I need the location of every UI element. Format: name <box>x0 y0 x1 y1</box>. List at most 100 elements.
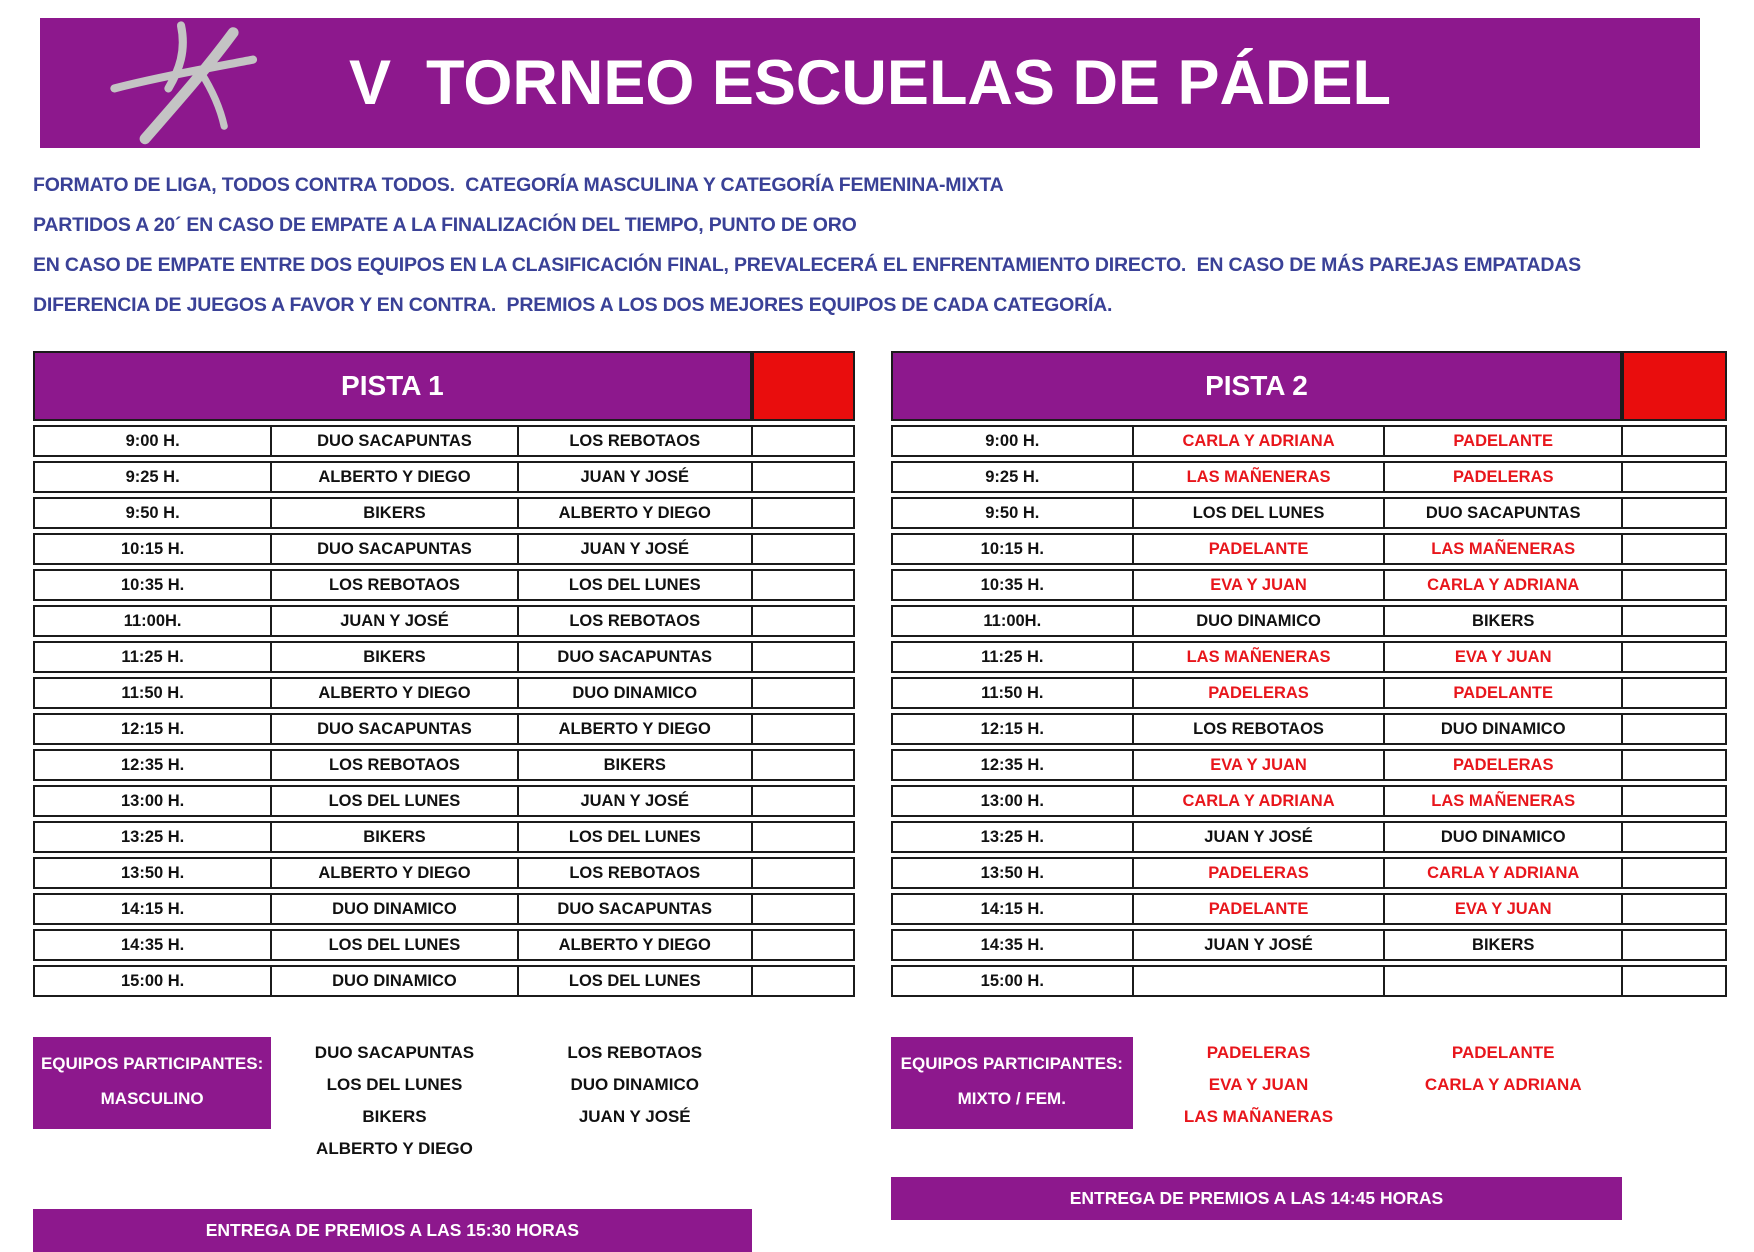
away-team-cell: BIKERS <box>1384 929 1623 961</box>
away-team-cell: LAS MAÑENERAS <box>1384 785 1623 817</box>
home-team-cell: BIKERS <box>271 821 518 853</box>
schedule-row: 14:35 H. LOS DEL LUNES ALBERTO Y DIEGO <box>33 929 855 961</box>
home-team-cell: BIKERS <box>271 497 518 529</box>
away-team-cell: ALBERTO Y DIEGO <box>517 713 752 745</box>
away-team-cell: CARLA Y ADRIANA <box>1384 569 1623 601</box>
schedule-row: 9:50 H. BIKERS ALBERTO Y DIEGO <box>33 497 855 529</box>
home-team-cell <box>1133 965 1385 997</box>
time-cell: 13:25 H. <box>33 821 272 853</box>
empty-cell <box>1622 857 1727 889</box>
schedule-row: 11:25 H. BIKERS DUO SACAPUNTAS <box>33 641 855 673</box>
home-team-cell: JUAN Y JOSÉ <box>271 605 518 637</box>
home-team-cell: DUO DINAMICO <box>1133 605 1385 637</box>
home-team-cell: PADELERAS <box>1133 857 1385 889</box>
participant-team: EVA Y JUAN <box>1208 1075 1309 1094</box>
home-team-cell: JUAN Y JOSÉ <box>1133 821 1385 853</box>
schedule-row: 11:25 H. LAS MAÑENERAS EVA Y JUAN <box>890 641 1727 673</box>
time-cell: 12:15 H. <box>890 713 1134 745</box>
court-section-pista2: PISTA 2 9:00 H. CARLA Y ADRIANA PADELANTE 9… <box>890 347 1728 1252</box>
time-cell: 11:25 H. <box>890 641 1134 673</box>
empty-cell <box>751 677 855 709</box>
participant-team: LOS DEL LUNES <box>326 1075 463 1094</box>
empty-cell <box>1622 929 1727 961</box>
home-team-cell: EVA Y JUAN <box>1133 569 1385 601</box>
schedule-row: 9:25 H. LAS MAÑENERAS PADELERAS <box>890 461 1727 493</box>
away-team-cell: CARLA Y ADRIANA <box>1384 857 1623 889</box>
empty-cell <box>1622 713 1727 745</box>
time-cell: 15:00 H. <box>890 965 1134 997</box>
away-team-cell: PADELANTE <box>1384 425 1623 457</box>
time-cell: 13:00 H. <box>33 785 272 817</box>
time-cell: 9:00 H. <box>33 425 272 457</box>
courts-area: PISTA 1 9:00 H. DUO SACAPUNTAS LOS REBOTAO… <box>33 347 1727 1252</box>
schedule-row: 10:15 H. PADELANTE LAS MAÑENERAS <box>890 533 1727 565</box>
schedule-row: 13:50 H. ALBERTO Y DIEGO LOS REBOTAOS <box>33 857 855 889</box>
home-team-cell: DUO SACAPUNTAS <box>271 713 518 745</box>
schedule-row: 9:25 H. ALBERTO Y DIEGO JUAN Y JOSÉ <box>33 461 855 493</box>
participants-column-2: PADELANTE CARLA Y ADRIANA <box>1384 1037 1622 1101</box>
empty-cell <box>1622 605 1727 637</box>
schedule-header-row: PISTA 1 <box>33 351 855 421</box>
away-team-cell: DUO SACAPUNTAS <box>517 893 752 925</box>
participants-column-2: LOS REBOTAOS DUO DINAMICO JUAN Y JOSÉ <box>518 1037 752 1133</box>
empty-cell <box>751 821 855 853</box>
participant-team: DUO SACAPUNTAS <box>314 1043 475 1062</box>
participant-team: BIKERS <box>362 1107 427 1126</box>
home-team-cell: ALBERTO Y DIEGO <box>271 461 518 493</box>
time-cell: 10:15 H. <box>33 533 272 565</box>
participants-label-title: EQUIPOS PARTICIPANTES: <box>900 1054 1123 1073</box>
schedule-header-row: PISTA 2 <box>890 351 1727 421</box>
empty-cell <box>1622 497 1727 529</box>
empty-cell <box>1622 893 1727 925</box>
participants-block: EQUIPOS PARTICIPANTES: MIXTO / FEM. PADE… <box>890 1037 1728 1220</box>
time-cell: 12:35 H. <box>33 749 272 781</box>
participants-label-title: EQUIPOS PARTICIPANTES: <box>40 1054 264 1073</box>
empty-cell <box>751 497 855 529</box>
away-team-cell: PADELERAS <box>1384 749 1623 781</box>
empty-cell <box>751 965 855 997</box>
padel-player-logo <box>40 18 340 148</box>
schedule-row: 12:35 H. EVA Y JUAN PADELERAS <box>890 749 1727 781</box>
away-team-cell: DUO SACAPUNTAS <box>1384 497 1623 529</box>
participant-team: DUO DINAMICO <box>570 1075 699 1094</box>
participants-column-1: DUO SACAPUNTAS LOS DEL LUNES BIKERS ALBERTO… <box>271 1037 517 1165</box>
time-cell: 9:50 H. <box>33 497 272 529</box>
empty-cell <box>1622 533 1727 565</box>
empty-cell <box>751 641 855 673</box>
home-team-cell: CARLA Y ADRIANA <box>1133 425 1385 457</box>
time-cell: 9:25 H. <box>33 461 272 493</box>
time-cell: 11:00H. <box>890 605 1134 637</box>
away-team-cell: PADELERAS <box>1384 461 1623 493</box>
home-team-cell: LOS DEL LUNES <box>271 929 518 961</box>
schedule-row: 12:15 H. LOS REBOTAOS DUO DINAMICO <box>890 713 1727 745</box>
empty-cell <box>751 857 855 889</box>
empty-cell <box>1622 425 1727 457</box>
schedule-row: 14:15 H. PADELANTE EVA Y JUAN <box>890 893 1727 925</box>
rule-line: EN CASO DE EMPATE ENTRE DOS EQUIPOS EN L… <box>33 254 1581 276</box>
away-team-cell: LOS DEL LUNES <box>517 821 752 853</box>
time-cell: 10:15 H. <box>890 533 1134 565</box>
home-team-cell: PADELERAS <box>1133 677 1385 709</box>
schedule-row: 11:50 H. ALBERTO Y DIEGO DUO DINAMICO <box>33 677 855 709</box>
court-title: PISTA 1 <box>33 351 752 421</box>
schedule-row: 11:50 H. PADELERAS PADELANTE <box>890 677 1727 709</box>
empty-cell <box>1622 749 1727 781</box>
home-team-cell: ALBERTO Y DIEGO <box>271 857 518 889</box>
schedule-row: 12:35 H. LOS REBOTAOS BIKERS <box>33 749 855 781</box>
time-cell: 14:35 H. <box>890 929 1134 961</box>
away-team-cell: DUO DINAMICO <box>517 677 752 709</box>
empty-cell <box>751 893 855 925</box>
participant-team: LOS REBOTAOS <box>567 1043 703 1062</box>
away-team-cell: JUAN Y JOSÉ <box>517 461 752 493</box>
home-team-cell: ALBERTO Y DIEGO <box>271 677 518 709</box>
empty-cell <box>751 605 855 637</box>
header-banner: V TORNEO ESCUELAS DE PÁDEL <box>40 18 1700 148</box>
away-team-cell: DUO SACAPUNTAS <box>517 641 752 673</box>
away-team-cell: EVA Y JUAN <box>1384 641 1623 673</box>
empty-cell <box>1622 821 1727 853</box>
empty-cell <box>1622 785 1727 817</box>
schedule-row: 10:35 H. LOS REBOTAOS LOS DEL LUNES <box>33 569 855 601</box>
empty-cell <box>751 533 855 565</box>
time-cell: 9:00 H. <box>890 425 1134 457</box>
